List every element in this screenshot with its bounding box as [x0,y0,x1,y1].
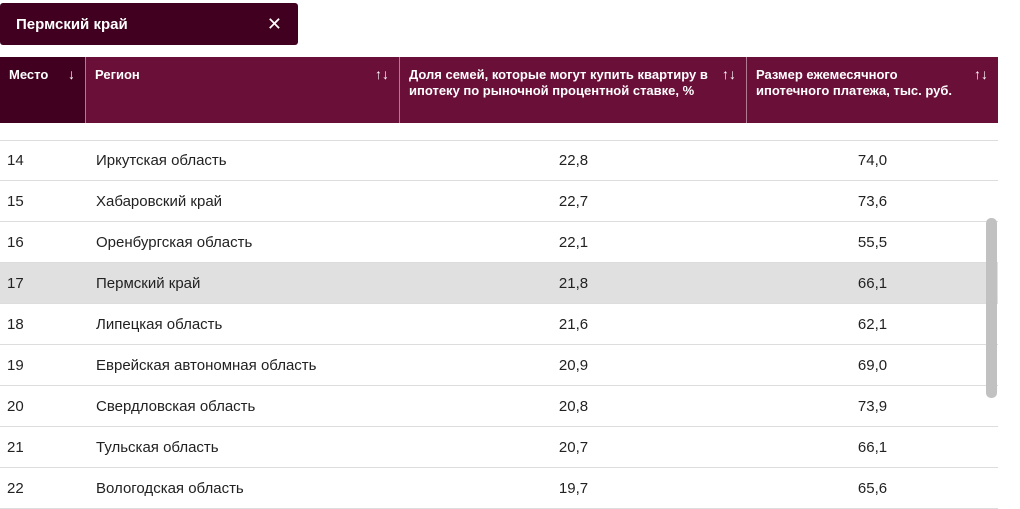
cell-place: 18 [7,315,24,333]
header-label: Регион [95,67,140,82]
sort-icon[interactable]: ↑↓ [375,66,389,82]
cell-region: Иркутская область [96,151,227,169]
cell-payment: 55,5 [857,233,888,251]
table-row[interactable]: 16 Оренбургская область 22,1 55,5 [0,222,998,263]
cell-payment: 66,1 [857,438,888,456]
cell-place: 14 [7,151,24,169]
table-row[interactable]: 14 Иркутская область 22,8 74,0 [0,140,998,181]
sort-desc-icon[interactable]: ↓ [68,66,75,82]
region-filter-chip[interactable]: Пермский край ✕ [0,3,298,45]
cell-payment: 74,0 [857,151,888,169]
table-row[interactable]: 21 Тульская область 20,7 66,1 [0,427,998,468]
close-icon[interactable]: ✕ [266,13,282,34]
cell-share: 20,7 [558,438,589,456]
cell-region: Липецкая область [96,315,223,333]
table-row[interactable]: 18 Липецкая область 21,6 62,1 [0,304,998,345]
column-header-share[interactable]: Доля семей, которые могут купить квартир… [400,57,747,123]
sort-icon[interactable]: ↑↓ [722,66,736,82]
cell-region: Тульская область [96,438,219,456]
cell-region: Хабаровский край [96,192,223,210]
header-label: Доля семей, которые могут купить квартир… [409,67,708,98]
cell-place: 22 [7,479,24,497]
table-row[interactable]: 20 Свердловская область 20,8 73,9 [0,386,998,427]
cell-place: 16 [7,233,24,251]
cell-place: 19 [7,356,24,374]
column-header-region[interactable]: Регион ↑↓ [86,57,400,123]
cell-share: 21,8 [558,274,589,292]
table-row[interactable]: 22 Вологодская область 19,7 65,6 [0,468,998,509]
cell-share: 20,9 [558,356,589,374]
scrollbar[interactable] [986,218,997,398]
filter-value: Пермский край [16,15,128,33]
cell-share: 22,7 [558,192,589,210]
cell-region: Свердловская область [96,397,256,415]
cell-place: 20 [7,397,24,415]
cell-region: Еврейская автономная область [96,356,317,374]
cell-payment: 73,6 [857,192,888,210]
cell-payment: 66,1 [857,274,888,292]
column-header-payment[interactable]: Размер ежемесячного ипотечного платежа, … [747,57,998,123]
table-row[interactable]: 15 Хабаровский край 22,7 73,6 [0,181,998,222]
cell-payment: 73,9 [857,397,888,415]
header-label: Размер ежемесячного ипотечного платежа, … [756,67,953,98]
cell-share: 22,1 [558,233,589,251]
cell-place: 15 [7,192,24,210]
table-header: Место ↓ Регион ↑↓ Доля семей, которые могу… [0,57,998,123]
table-row[interactable]: 17 Пермский край 21,8 66,1 [0,263,998,304]
cell-share: 21,6 [558,315,589,333]
table-body: 14 Иркутская область 22,8 74,0 15 Хабаровский… [0,140,998,509]
cell-payment: 62,1 [857,315,888,333]
cell-region: Вологодская область [96,479,244,497]
cell-payment: 65,6 [857,479,888,497]
header-label: Место [9,67,49,82]
cell-place: 21 [7,438,24,456]
divider [0,140,998,141]
cell-payment: 69,0 [857,356,888,374]
cell-share: 20,8 [558,397,589,415]
cell-share: 22,8 [558,151,589,169]
cell-region: Оренбургская область [96,233,253,251]
table-row[interactable]: 19 Еврейская автономная область 20,9 69,0 [0,345,998,386]
cell-region: Пермский край [96,274,201,292]
cell-share: 19,7 [558,479,589,497]
cell-place: 17 [7,274,24,292]
sort-icon[interactable]: ↑↓ [974,66,988,82]
column-header-place[interactable]: Место ↓ [0,57,86,123]
